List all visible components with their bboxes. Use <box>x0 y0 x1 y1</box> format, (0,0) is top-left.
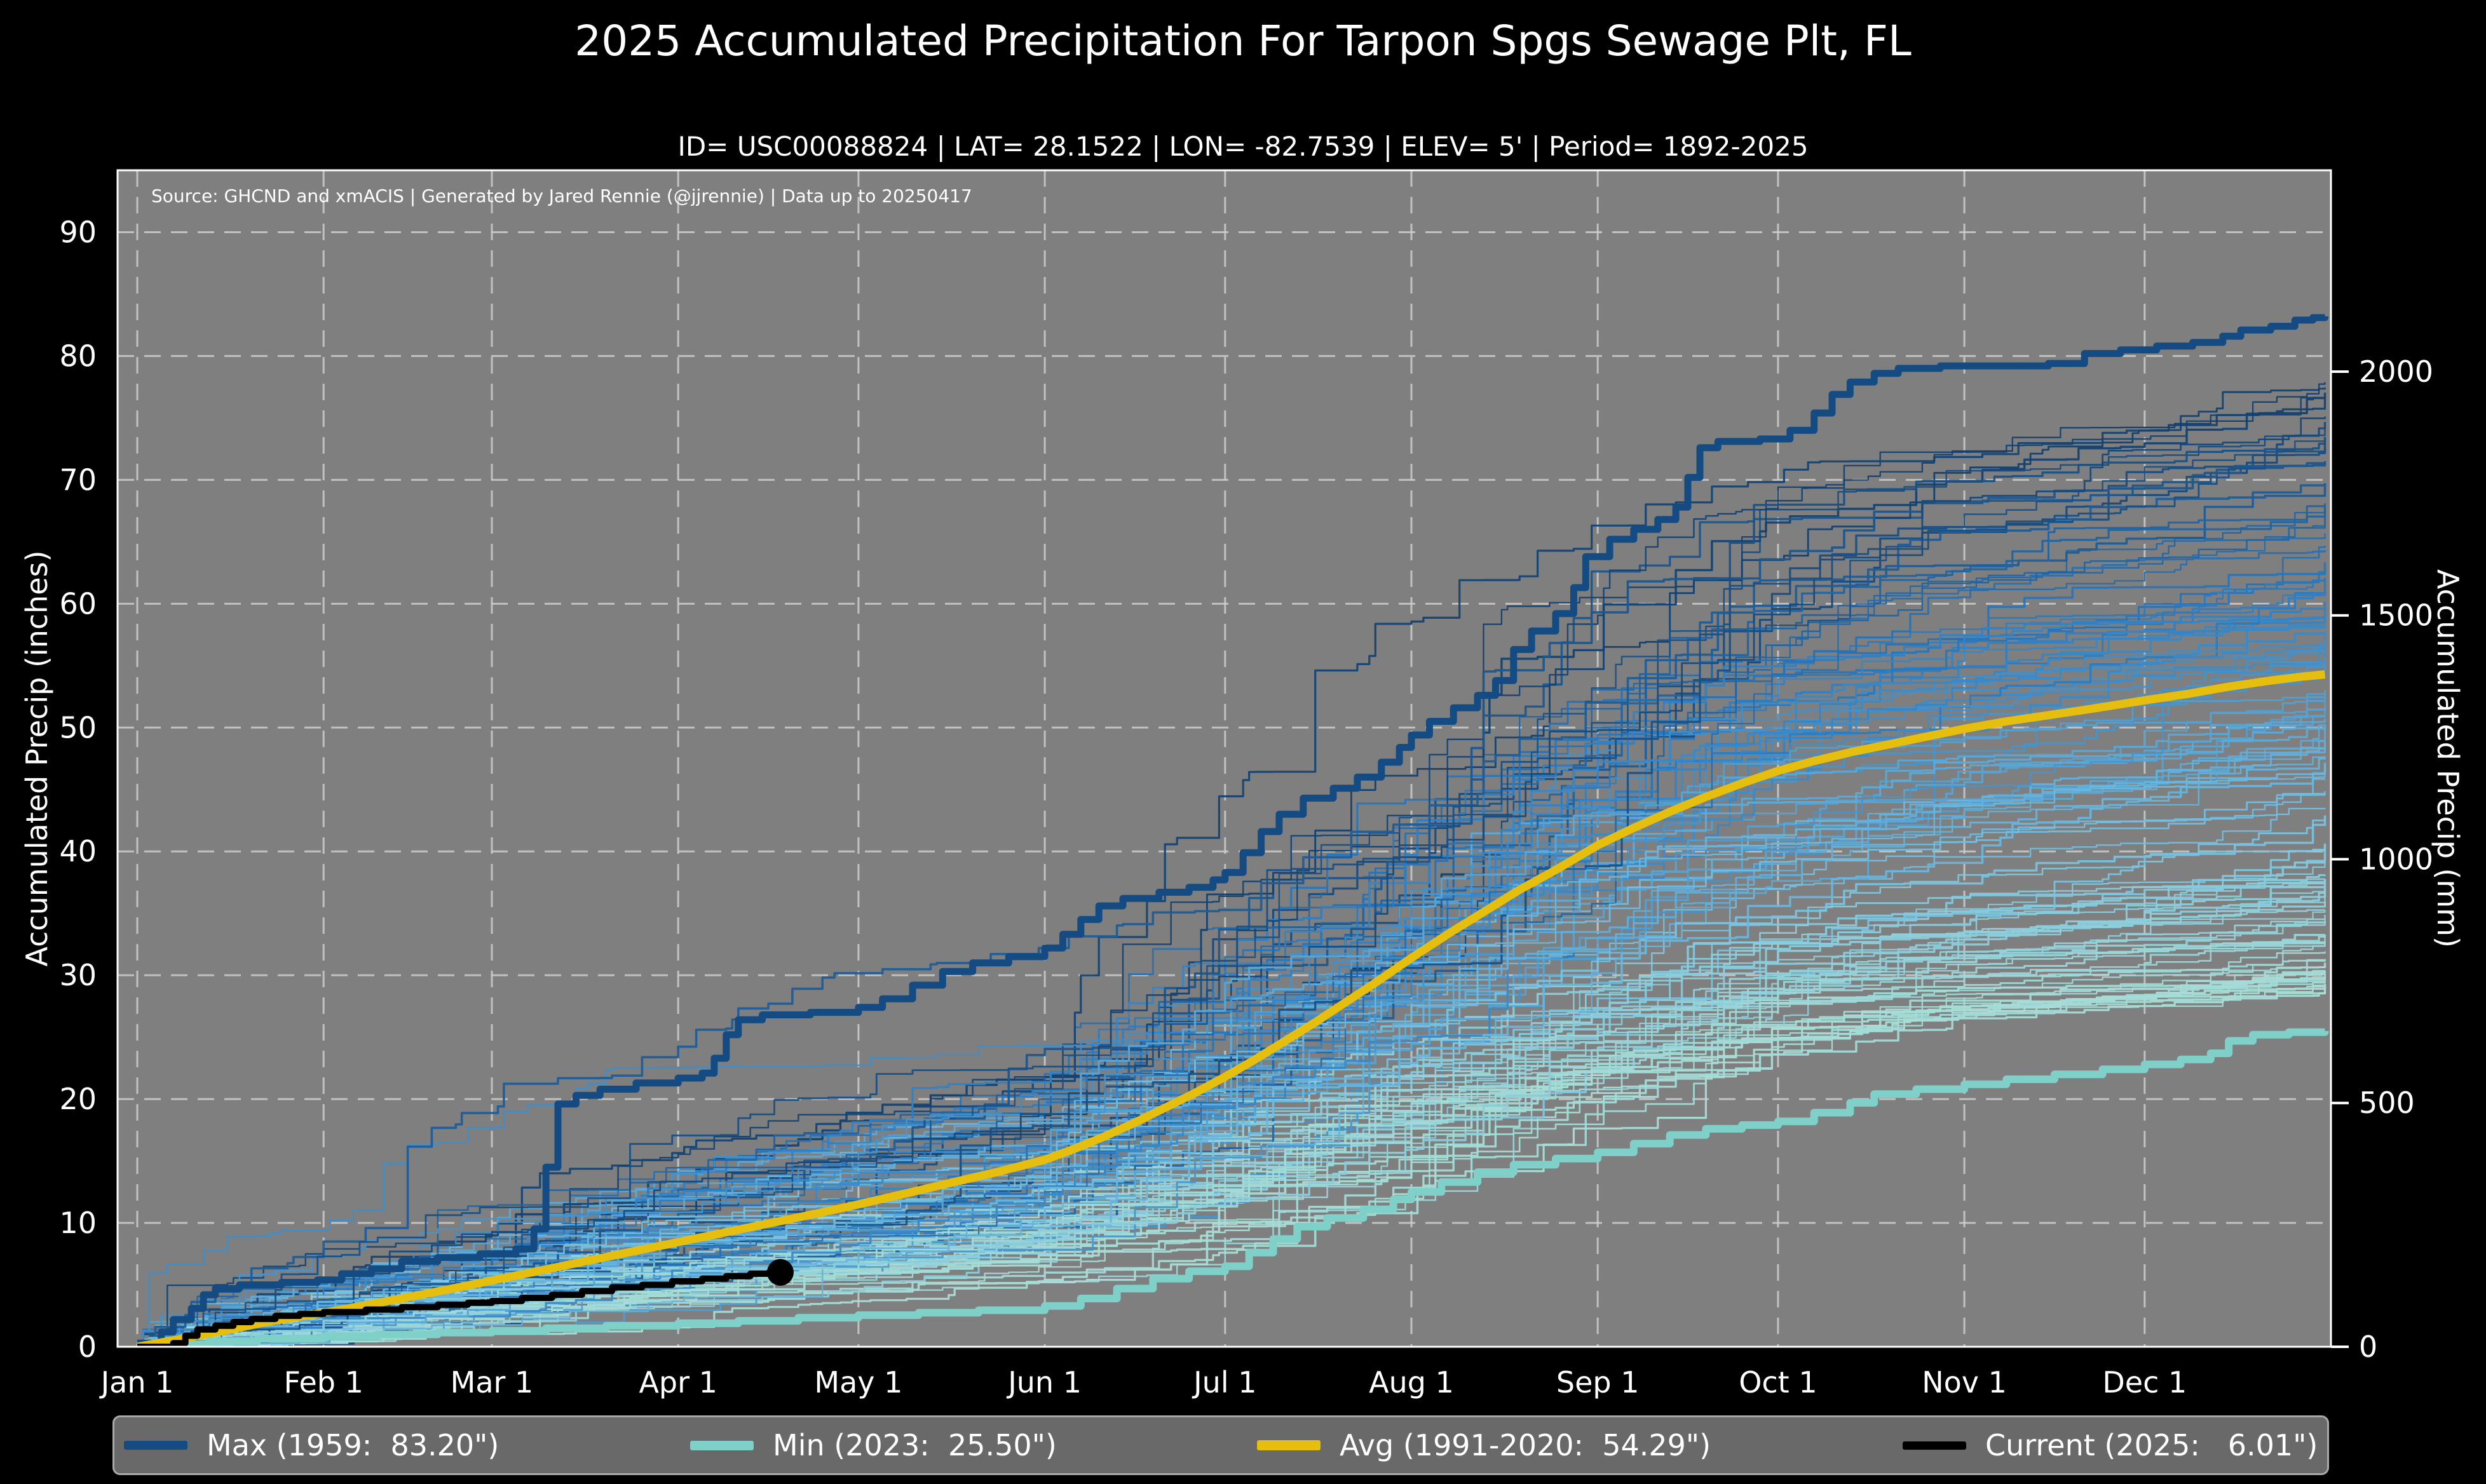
y-tick-label-inches: 40 <box>59 834 97 868</box>
legend-item-avg: Avg (1991-2020: 54.29") <box>1257 1417 1711 1473</box>
y-tick-label-inches: 30 <box>59 958 97 992</box>
x-tick-label: Jun 1 <box>1006 1365 1082 1400</box>
current-endpoint-dot <box>766 1258 794 1286</box>
source-note: Source: GHCND and xmACIS | Generated by … <box>151 186 972 206</box>
ensemble-year-line <box>137 708 2326 1347</box>
page-title: 2025 Accumulated Precipitation For Tarpo… <box>574 17 1912 65</box>
ensemble-year-line <box>137 577 2326 1347</box>
legend-label-max: Max (1959: 83.20") <box>207 1428 499 1462</box>
x-tick-label: Aug 1 <box>1369 1365 1454 1400</box>
x-tick-label: Mar 1 <box>451 1365 534 1400</box>
current-line <box>137 1269 784 1347</box>
legend-item-current: Current (2025: 6.01") <box>1903 1417 2318 1473</box>
ensemble-year-line <box>137 396 2326 1347</box>
y-axis-label-mm: Accumulated Precip (mm) <box>2431 569 2465 948</box>
legend-item-min: Min (2023: 25.50") <box>690 1417 1057 1473</box>
y-axis-label-inches: Accumulated Precip (inches) <box>20 550 54 967</box>
y-tick-label-inches: 10 <box>59 1206 97 1240</box>
ensemble-year-line <box>137 757 2326 1347</box>
ensemble-year-line <box>137 879 2326 1347</box>
x-tick-label: Sep 1 <box>1556 1365 1640 1400</box>
ensemble-year-line <box>137 718 2326 1347</box>
y-tick-label-inches: 90 <box>59 215 97 249</box>
max-line-swatch <box>124 1441 187 1450</box>
x-tick-label: Nov 1 <box>1922 1365 2007 1400</box>
x-tick-label: May 1 <box>814 1365 902 1400</box>
legend-item-max: Max (1959: 83.20") <box>124 1417 499 1473</box>
y-tick-label-mm: 1500 <box>2359 598 2433 633</box>
x-tick-label: Oct 1 <box>1739 1365 1817 1400</box>
x-tick-label: Jul 1 <box>1192 1365 1256 1400</box>
y-tick-label-inches: 0 <box>78 1330 97 1364</box>
ensemble-year-line <box>137 693 2326 1347</box>
ensemble-year-line <box>137 918 2326 1347</box>
legend-bar: Max (1959: 83.20") Min (2023: 25.50") Av… <box>112 1415 2329 1475</box>
ensemble-year-line <box>137 610 2326 1347</box>
ensemble-year-line <box>137 483 2326 1347</box>
station-metadata-subtitle: ID= USC00088824 | LAT= 28.1522 | LON= -8… <box>677 131 1809 162</box>
y-tick-label-inches: 70 <box>59 462 97 497</box>
y-tick-label-inches: 60 <box>59 586 97 621</box>
avg-line <box>136 670 2326 1347</box>
y-tick-label-mm: 2000 <box>2359 354 2433 389</box>
y-tick-label-mm: 0 <box>2359 1330 2377 1364</box>
y-tick-label-inches: 50 <box>59 710 97 745</box>
max-line <box>137 314 2328 1347</box>
data-lines-group <box>136 314 2329 1347</box>
ensemble-year-line <box>137 985 2325 1347</box>
x-tick-label: Dec 1 <box>2102 1365 2187 1400</box>
y-tick-label-mm: 1000 <box>2359 842 2433 876</box>
ensemble-year-line <box>137 437 2326 1347</box>
ensemble-year-line <box>137 505 2326 1347</box>
x-tick-label: Feb 1 <box>284 1365 363 1400</box>
x-tick-label: Jan 1 <box>99 1365 174 1400</box>
ensemble-year-line <box>137 775 2326 1347</box>
min-line-swatch <box>690 1440 754 1450</box>
current-line-swatch <box>1903 1441 1966 1450</box>
x-tick-label: Apr 1 <box>639 1365 717 1400</box>
y-tick-label-mm: 500 <box>2359 1086 2415 1120</box>
legend-label-avg: Avg (1991-2020: 54.29") <box>1340 1428 1711 1462</box>
ensemble-year-line <box>137 915 2326 1347</box>
ensemble-year-line <box>137 624 2326 1347</box>
avg-line-swatch <box>1257 1440 1321 1450</box>
min-line <box>137 1028 2329 1347</box>
ensemble-year-line <box>137 568 2326 1347</box>
y-tick-label-inches: 20 <box>59 1082 97 1116</box>
legend-label-current: Current (2025: 6.01") <box>1985 1428 2318 1462</box>
y-tick-label-inches: 80 <box>59 339 97 373</box>
plot-border <box>116 169 2332 1348</box>
ensemble-year-line <box>137 746 2326 1347</box>
legend-label-min: Min (2023: 25.50") <box>773 1428 1057 1462</box>
